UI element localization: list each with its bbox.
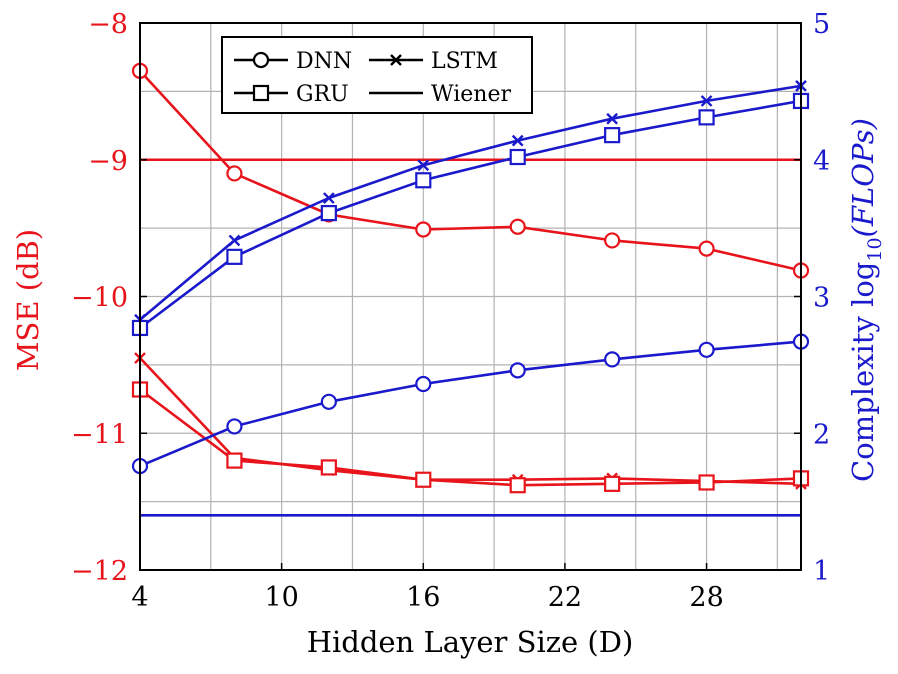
legend-box bbox=[221, 36, 533, 114]
x-tick-label: 22 bbox=[548, 582, 582, 613]
ticks: 4 10 16 22 28 −12 −11 −10 −9 −8 1 2 3 4 5 bbox=[71, 9, 830, 613]
complexity-gru-point bbox=[698, 109, 715, 126]
complexity-lstm-point bbox=[606, 112, 618, 125]
legend-entry-dnn: DNN bbox=[234, 49, 352, 74]
x-tick-label: 10 bbox=[264, 582, 298, 613]
y-right-tick-label: 4 bbox=[813, 146, 830, 177]
mse-dnn-point bbox=[415, 221, 432, 238]
complexity-dnn-point bbox=[226, 418, 243, 435]
mse-gru-point bbox=[226, 452, 243, 469]
y-axis-left-label: MSE (dB) bbox=[11, 229, 45, 371]
complexity-lstm-point bbox=[417, 159, 430, 172]
x-tick-label: 16 bbox=[406, 582, 440, 613]
complexity-lstm-point bbox=[228, 234, 241, 247]
y-right-tick-label: 3 bbox=[813, 283, 830, 314]
x-axis-label: Hidden Layer Size (D) bbox=[307, 625, 634, 659]
y-left-tick-label: −9 bbox=[88, 146, 128, 177]
legend-entry-gru: GRU bbox=[234, 82, 349, 107]
complexity-dnn-point bbox=[415, 375, 432, 393]
x-tick-label: 4 bbox=[131, 582, 148, 613]
mse-dnn-line bbox=[139, 70, 802, 272]
x-tick-label: 28 bbox=[689, 582, 723, 613]
mse-lstm-line bbox=[139, 357, 802, 486]
y-right-tick-label: 1 bbox=[813, 556, 830, 587]
mse-gru-point bbox=[320, 459, 337, 476]
complexity-lstm-point bbox=[323, 192, 335, 204]
complexity-dnn-line bbox=[139, 340, 802, 468]
mse-gru-point bbox=[415, 471, 432, 488]
mse-dnn-point bbox=[509, 218, 526, 235]
y-left-tick-label: −12 bbox=[71, 556, 128, 587]
complexity-dnn-point bbox=[509, 362, 526, 379]
y-axis-right-label: Complexity log10(FLOPs) bbox=[846, 118, 886, 482]
y-left-tick-label: −11 bbox=[71, 419, 128, 450]
y-right-tick-label: 5 bbox=[813, 9, 830, 40]
y-axis-right-label-prefix: Complexity log bbox=[846, 262, 880, 482]
legend-entry-lstm: LSTM bbox=[369, 49, 498, 74]
complexity-dnn-point bbox=[604, 351, 621, 368]
series-layer bbox=[131, 62, 810, 517]
complexity-lstm-line bbox=[139, 84, 802, 321]
mse-dnn-point bbox=[604, 232, 621, 249]
mse-dnn-point bbox=[698, 240, 715, 257]
complexity-gru-line bbox=[139, 99, 802, 330]
y-right-tick-label: 2 bbox=[813, 419, 830, 450]
complexity-dnn-point bbox=[320, 393, 337, 410]
complexity-lstm-point bbox=[700, 95, 713, 107]
complexity-gru-point bbox=[415, 172, 432, 189]
y-left-tick-label: −8 bbox=[88, 9, 128, 40]
series-complexity-dnn bbox=[131, 333, 810, 475]
complexity-gru-point bbox=[226, 248, 243, 265]
complexity-gru-point bbox=[320, 204, 337, 222]
legend: DNN LSTM GRU Wiener bbox=[221, 36, 533, 114]
legend-entry-wiener: Wiener bbox=[369, 82, 511, 107]
legend-marker bbox=[252, 84, 270, 102]
complexity-dnn-point bbox=[698, 341, 715, 358]
y-axis-right-label-arg: (FLOPs) bbox=[846, 118, 880, 237]
complexity-gru-point bbox=[604, 127, 621, 144]
legend-marker bbox=[252, 51, 270, 69]
complexity-gru-point bbox=[509, 148, 526, 166]
legend-label: GRU bbox=[296, 82, 349, 107]
complexity-lstm-point bbox=[511, 134, 524, 147]
legend-label: LSTM bbox=[431, 49, 498, 74]
mse-gru-point bbox=[604, 475, 621, 492]
legend-label: Wiener bbox=[431, 82, 511, 107]
y-left-tick-label: −10 bbox=[71, 283, 128, 314]
y-axis-right-label-sub: 10 bbox=[864, 237, 886, 261]
mse-gru-point bbox=[509, 477, 526, 494]
legend-label: DNN bbox=[296, 49, 352, 74]
mse-gru-point bbox=[698, 474, 715, 491]
series-complexity-gru bbox=[131, 92, 810, 337]
mse-gru-line bbox=[139, 388, 802, 487]
legend-marker bbox=[390, 54, 402, 66]
mse-dnn-point bbox=[226, 165, 243, 182]
